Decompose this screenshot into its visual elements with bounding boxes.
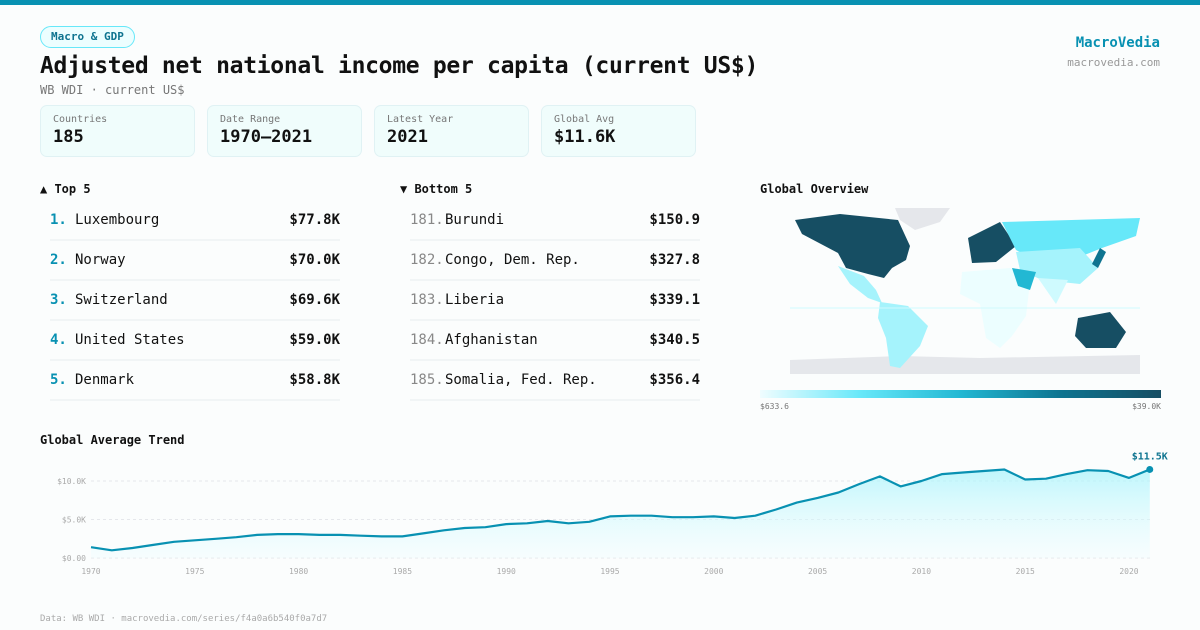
stat-label: Countries [53, 114, 108, 125]
brand-url[interactable]: macrovedia.com [1067, 56, 1160, 69]
x-tick-label: 2020 [1119, 567, 1138, 576]
y-tick-label: $0.00 [62, 554, 86, 563]
country-name: Norway [75, 252, 126, 268]
list-item[interactable]: 183. Liberia $339.1 [410, 281, 700, 321]
rank: 185. [410, 372, 444, 388]
country-value: $69.6K [289, 292, 340, 308]
stat-value: 185 [53, 127, 84, 147]
stat-card-global-avg: Global Avg $11.6K [541, 105, 696, 157]
brand-logo[interactable]: MacroVedia [1075, 35, 1160, 51]
rank: 5. [50, 372, 67, 388]
top-accent-bar [0, 0, 1200, 5]
country-value: $340.5 [649, 332, 700, 348]
list-item[interactable]: 184. Afghanistan $340.5 [410, 321, 700, 361]
country-value: $58.8K [289, 372, 340, 388]
rank: 3. [50, 292, 67, 308]
category-badge[interactable]: Macro & GDP [40, 26, 135, 48]
x-tick-label: 1990 [497, 567, 516, 576]
map-region-central-asia[interactable] [1016, 248, 1098, 284]
list-item[interactable]: 2. Norway $70.0K [50, 241, 340, 281]
map-region-south-asia[interactable] [1038, 278, 1068, 304]
x-tick-label: 1995 [600, 567, 619, 576]
x-tick-label: 2000 [704, 567, 723, 576]
footer-source: Data: WB WDI · macrovedia.com/series/f4a… [40, 614, 328, 624]
country-name: Congo, Dem. Rep. [445, 252, 580, 268]
map-region-antarctica[interactable] [790, 355, 1140, 374]
x-tick-label: 1980 [289, 567, 308, 576]
trend-chart: $0.00 $5.0K $10.0K 1970 1975 1980 1985 1990 1995… [57, 451, 1168, 576]
map-region-europe[interactable] [968, 222, 1016, 263]
stat-value: 1970–2021 [220, 127, 313, 147]
stat-label: Global Avg [554, 114, 615, 125]
world-map [790, 208, 1140, 374]
list-item[interactable]: 182. Congo, Dem. Rep. $327.8 [410, 241, 700, 281]
country-value: $150.9 [649, 212, 700, 228]
map-region-greenland[interactable] [895, 208, 950, 230]
country-value: $327.8 [649, 252, 700, 268]
trend-heading: Global Average Trend [40, 433, 185, 447]
map-region-south-america[interactable] [878, 302, 928, 368]
country-name: Luxembourg [75, 212, 160, 228]
top5-list: 1. Luxembourg $77.8K 2. Norway $70.0K 3. Switze… [50, 201, 340, 401]
list-item[interactable]: 3. Switzerland $69.6K [50, 281, 340, 321]
rank: 183. [410, 292, 444, 308]
country-value: $70.0K [289, 252, 340, 268]
page-title: Adjusted net national income per capita … [40, 53, 759, 79]
country-value: $77.8K [289, 212, 340, 228]
x-tick-label: 2005 [808, 567, 827, 576]
bottom5-heading: ▼ Bottom 5 [400, 182, 473, 196]
country-name: Afghanistan [445, 332, 538, 348]
bottom5-list: 181. Burundi $150.9 182. Congo, Dem. Rep. $32… [410, 201, 700, 401]
trend-line [90, 468, 1151, 552]
top5-heading: ▲ Top 5 [40, 182, 91, 196]
stat-value: $11.6K [554, 127, 616, 147]
y-tick-label: $10.0K [57, 477, 86, 486]
x-tick-label: 2015 [1016, 567, 1035, 576]
list-item[interactable]: 181. Burundi $150.9 [410, 201, 700, 241]
country-value: $59.0K [289, 332, 340, 348]
list-item[interactable]: 1. Luxembourg $77.8K [50, 201, 340, 241]
country-name: Liberia [445, 292, 505, 308]
map-region-japan[interactable] [1092, 248, 1106, 268]
rank: 181. [410, 212, 444, 228]
map-color-legend [760, 390, 1161, 398]
map-region-middle-east[interactable] [1012, 268, 1036, 290]
rank: 182. [410, 252, 444, 268]
x-tick-label: 1975 [185, 567, 204, 576]
trend-area [91, 469, 1150, 558]
map-heading: Global Overview [760, 182, 869, 196]
x-tick-label: 1985 [393, 567, 412, 576]
country-name: Somalia, Fed. Rep. [445, 372, 597, 388]
list-item[interactable]: 4. United States $59.0K [50, 321, 340, 361]
stat-card-latest-year: Latest Year 2021 [374, 105, 529, 157]
country-name: United States [75, 332, 185, 348]
legend-min-label: $633.6 [760, 402, 789, 411]
legend-max-label: $39.0K [1132, 402, 1161, 411]
rank: 1. [50, 212, 67, 228]
country-value: $339.1 [649, 292, 700, 308]
rank: 184. [410, 332, 444, 348]
map-region-australia[interactable] [1075, 312, 1126, 348]
country-value: $356.4 [649, 372, 700, 388]
list-item[interactable]: 185. Somalia, Fed. Rep. $356.4 [410, 361, 700, 401]
rank: 2. [50, 252, 67, 268]
y-tick-label: $5.0K [62, 516, 86, 525]
country-name: Switzerland [75, 292, 168, 308]
x-tick-label: 1970 [81, 567, 100, 576]
page-subtitle: WB WDI · current US$ [40, 83, 185, 97]
x-tick-label: 2010 [912, 567, 931, 576]
data-point[interactable] [1146, 465, 1154, 473]
map-region-north-america[interactable] [795, 214, 910, 278]
stat-value: 2021 [387, 127, 428, 147]
country-name: Denmark [75, 372, 135, 388]
map-region-central-america[interactable] [838, 266, 882, 303]
stat-card-countries: Countries 185 [40, 105, 195, 157]
stat-label: Date Range [220, 114, 281, 125]
stat-card-date-range: Date Range 1970–2021 [207, 105, 362, 157]
rank: 4. [50, 332, 67, 348]
stat-label: Latest Year [387, 114, 454, 125]
list-item[interactable]: 5. Denmark $58.8K [50, 361, 340, 401]
country-name: Burundi [445, 212, 505, 228]
last-value-label: $11.5K [1132, 451, 1168, 462]
